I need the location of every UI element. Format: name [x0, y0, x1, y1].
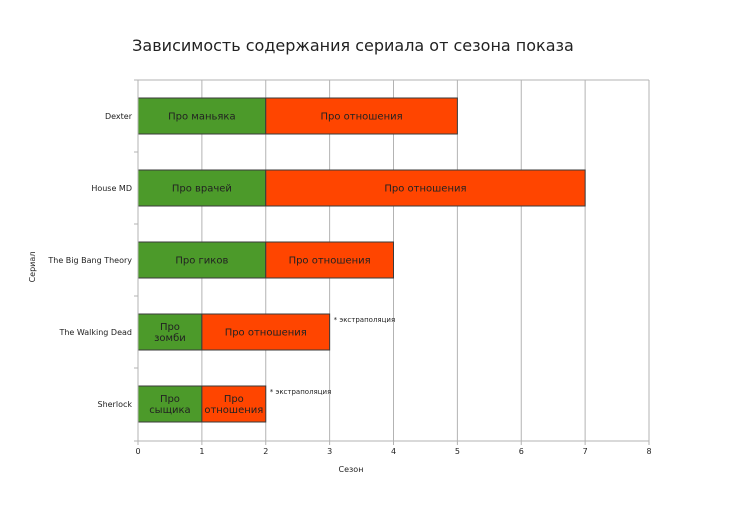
bar-segment-topic: [137, 169, 267, 207]
category-label: The Walking Dead: [58, 328, 132, 337]
category-label: Dexter: [105, 112, 133, 121]
bar-segment-label: Про маньяка: [168, 112, 235, 123]
bar-segment-label: Про отношения: [225, 328, 307, 339]
bar-segment-label: отношения: [204, 405, 263, 416]
extrapolation-note: * экстраполяция: [334, 316, 396, 324]
bar-segment-relationships: [265, 169, 586, 207]
bar-segment-topic: [137, 241, 267, 279]
bar-segment-topic: [137, 313, 203, 351]
bar-segment-relationships: [265, 97, 458, 135]
bar-segment-label: Про: [160, 394, 180, 405]
x-tick-label: 2: [263, 447, 268, 456]
bar-segment-label: Про отношения: [289, 256, 371, 267]
bar-segment-label: зомби: [154, 333, 186, 344]
x-tick-label: 6: [519, 447, 524, 456]
bar-segment-label: Про отношения: [384, 184, 466, 195]
bar-segment-label: Про: [160, 322, 180, 333]
extrapolation-note: * экстраполяция: [270, 388, 332, 396]
bar-segment-label: сыщика: [149, 405, 190, 416]
chart-title: Зависимость содержания сериала от сезона…: [132, 36, 574, 55]
x-tick-label: 0: [135, 447, 140, 456]
bar-segment-label: Про отношения: [321, 112, 403, 123]
x-tick-label: 4: [391, 447, 396, 456]
x-axis-title: Сезон: [339, 465, 364, 474]
category-label: The Big Bang Theory: [47, 256, 132, 265]
x-tick-label: 7: [583, 447, 588, 456]
bar-segment-relationships: [265, 241, 394, 279]
bars: Про маньяка Про отношения Про врачей Про от…: [137, 97, 586, 423]
bar-segment-label: Про врачей: [172, 184, 232, 195]
x-tick-label: 8: [646, 447, 651, 456]
bar-segment-relationships: [201, 313, 331, 351]
category-label: Sherlock: [97, 400, 132, 409]
bar-segment-label: Про: [224, 394, 244, 405]
y-axis-title: Сериал: [28, 252, 37, 283]
bar-segment-relationships: [201, 385, 267, 423]
x-tick-label: 3: [327, 447, 332, 456]
x-tick-label: 1: [199, 447, 204, 456]
axes: 0 1 2 3 4 5 6 7 8 Dexter House MD The Big Bang Theo…: [47, 79, 652, 456]
bar-segment-label: Про гиков: [175, 256, 228, 267]
x-tick-label: 5: [455, 447, 460, 456]
category-label: House MD: [91, 184, 132, 193]
